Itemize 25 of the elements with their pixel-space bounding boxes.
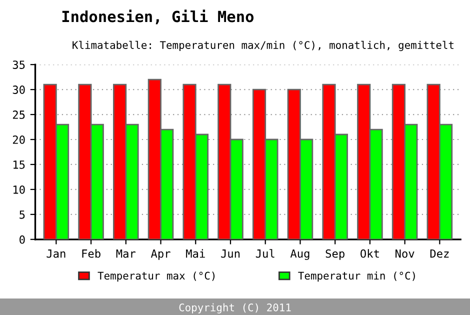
x-tick-label: Mar bbox=[116, 250, 136, 258]
x-tick-label: Jun bbox=[221, 250, 240, 258]
y-tick-label: 15 bbox=[13, 160, 25, 169]
x-tick-label: Aug bbox=[290, 249, 310, 260]
y-tick-label: 25 bbox=[12, 110, 25, 119]
legend-label: Temperatur min (°C) bbox=[298, 272, 415, 282]
x-tick-label: Nov bbox=[396, 250, 414, 258]
x-tick-label: Mai bbox=[186, 249, 205, 258]
x-tick-label: Feb bbox=[82, 249, 100, 258]
x-tick-label: Sep bbox=[326, 249, 344, 260]
x-tick-label: Jul bbox=[256, 249, 274, 258]
legend-label: Temperatur max (°C) bbox=[98, 272, 215, 282]
x-tick-label: Okt bbox=[360, 249, 379, 258]
x-tick-label: Dez bbox=[430, 250, 449, 258]
y-tick-label: 30 bbox=[12, 86, 25, 94]
y-tick-label: 20 bbox=[12, 136, 25, 144]
x-tick-label: Apr bbox=[150, 250, 170, 260]
y-tick-label: 5 bbox=[20, 210, 25, 219]
y-tick-label: 35 bbox=[12, 60, 25, 69]
y-tick-label: 0 bbox=[20, 235, 25, 244]
x-tick-label: Jan bbox=[46, 250, 66, 258]
y-tick-label: 10 bbox=[13, 185, 25, 194]
chart-subtitle: Klimatabelle: Temperaturen max/min (°C), monatlich, gemittelt bbox=[72, 40, 454, 52]
chart-title: Indonesien, Gili Meno bbox=[62, 10, 254, 24]
text: Copyright (C) 2011 bbox=[179, 303, 291, 314]
